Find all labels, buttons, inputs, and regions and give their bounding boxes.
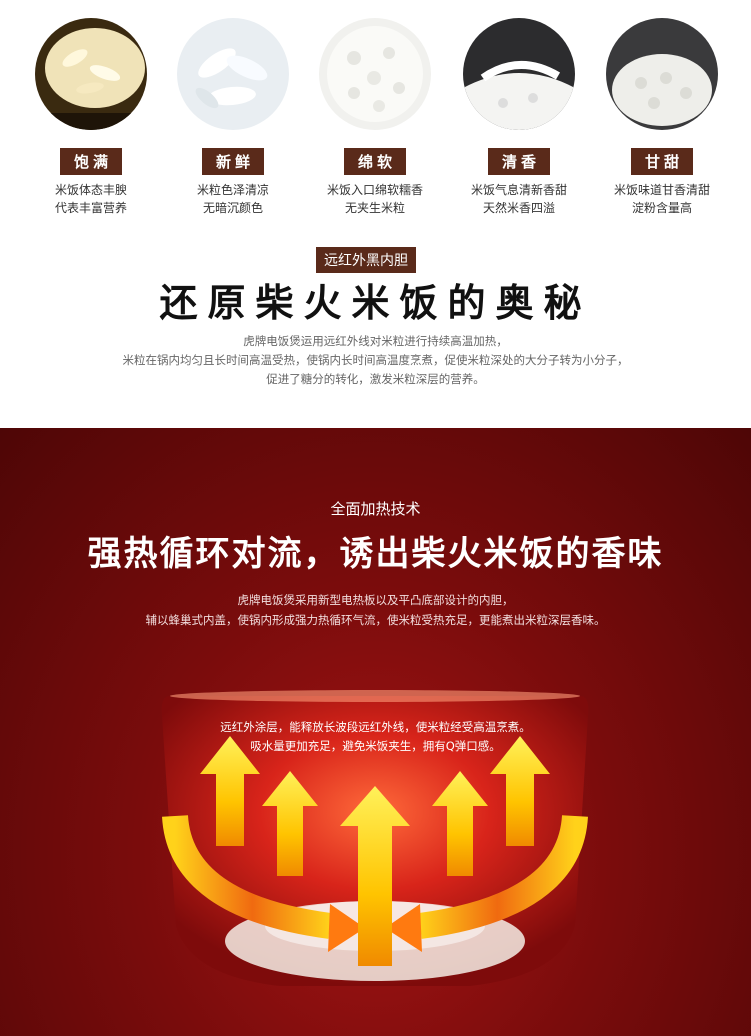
feature-badge: 绵软	[343, 148, 406, 175]
feature-plump: 饱满 米饭体态丰腴 代表丰富营养	[21, 18, 161, 217]
feature-badge: 饱满	[59, 148, 122, 175]
infrared-description: 虎牌电饭煲运用远红外线对米粒进行持续高温加热， 米粒在锅内均匀且长时间高温受热，…	[122, 334, 629, 386]
feature-badge: 新鲜	[201, 148, 264, 175]
feature-description: 米饭入口绵软糯香 无夹生米粒	[326, 183, 423, 215]
feature-badge: 清香	[487, 148, 550, 175]
rice-features: 饱满 米饭体态丰腴 代表丰富营养 新鲜 米粒色泽清凉 无暗沉颜色	[0, 18, 751, 218]
feature-fresh: 新鲜 米粒色泽清凉 无暗沉颜色	[163, 18, 303, 217]
rice-photo-soft	[319, 18, 431, 130]
feature-soft: 绵软 米饭入口绵软糯香 无夹生米粒	[305, 18, 445, 217]
inner-pot-illustration	[161, 690, 589, 986]
infrared-tag: 远红外黑内胆	[316, 247, 416, 273]
feature-description: 米饭气息清新香甜 天然米香四溢	[470, 183, 567, 215]
heating-tag: 全面加热技术	[330, 500, 421, 518]
rice-photo-sweet	[606, 18, 718, 130]
heating-section: 全面加热技术 强热循环对流，诱出柴火米饭的香味 虎牌电饭煲采用新型电热板以及平凸…	[0, 428, 751, 1036]
feature-fragrant: 清香 米饭气息清新香甜 天然米香四溢	[449, 18, 589, 217]
rice-photo-plump	[35, 18, 147, 130]
feature-description: 米饭体态丰腴 代表丰富营养	[54, 183, 127, 215]
feature-sweet: 甘甜 米饭味道甘香清甜 淀粉含量高	[592, 18, 732, 217]
rice-photo-fresh	[177, 18, 289, 130]
feature-description: 米饭味道甘香清甜 淀粉含量高	[613, 183, 710, 215]
rice-photo-fragrant	[463, 18, 575, 130]
feature-badge: 甘甜	[630, 148, 693, 175]
heating-title: 强热循环对流，诱出柴火米饭的香味	[87, 534, 664, 574]
heating-description: 虎牌电饭煲采用新型电热板以及平凸底部设计的内胆， 辅以蜂巢式内盖，使锅内形成强力…	[145, 593, 606, 627]
pot-description: 远红外涂层，能释放长波段远红外线，使米粒经受高温烹煮。 吸水量更加充足，避免米饭…	[220, 720, 531, 753]
feature-description: 米粒色泽清凉 无暗沉颜色	[196, 183, 269, 215]
infrared-title: 还原柴火米饭的奥秘	[159, 280, 592, 325]
